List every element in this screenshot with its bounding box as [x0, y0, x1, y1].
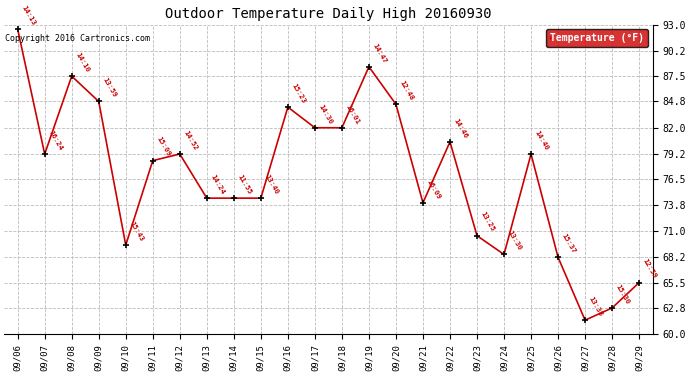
Text: 16:09: 16:09 — [426, 178, 442, 200]
Text: 15:23: 15:23 — [290, 82, 307, 104]
Text: 16:01: 16:01 — [345, 103, 361, 125]
Text: 14:46: 14:46 — [453, 117, 469, 139]
Text: 16:24: 16:24 — [48, 129, 63, 151]
Text: 15:30: 15:30 — [615, 283, 631, 305]
Legend: Temperature (°F): Temperature (°F) — [546, 29, 648, 47]
Text: 13:30: 13:30 — [506, 230, 523, 252]
Text: 14:13: 14:13 — [21, 4, 37, 26]
Text: 14:52: 14:52 — [183, 129, 199, 151]
Text: 15:43: 15:43 — [128, 220, 145, 242]
Text: 14:40: 14:40 — [534, 129, 550, 151]
Text: 13:40: 13:40 — [264, 173, 279, 195]
Title: Outdoor Temperature Daily High 20160930: Outdoor Temperature Daily High 20160930 — [165, 7, 492, 21]
Text: 13:38: 13:38 — [588, 296, 604, 317]
Text: Copyright 2016 Cartronics.com: Copyright 2016 Cartronics.com — [6, 34, 150, 43]
Text: 14:10: 14:10 — [75, 51, 90, 74]
Text: 12:48: 12:48 — [399, 80, 415, 102]
Text: 15:09: 15:09 — [155, 136, 172, 158]
Text: 14:30: 14:30 — [317, 103, 334, 125]
Text: 14:24: 14:24 — [210, 173, 226, 195]
Text: 12:59: 12:59 — [642, 258, 658, 280]
Text: 13:25: 13:25 — [480, 211, 496, 233]
Text: 14:47: 14:47 — [372, 42, 388, 64]
Text: 15:37: 15:37 — [561, 232, 577, 255]
Text: 13:59: 13:59 — [101, 77, 117, 99]
Text: 11:55: 11:55 — [237, 173, 253, 195]
